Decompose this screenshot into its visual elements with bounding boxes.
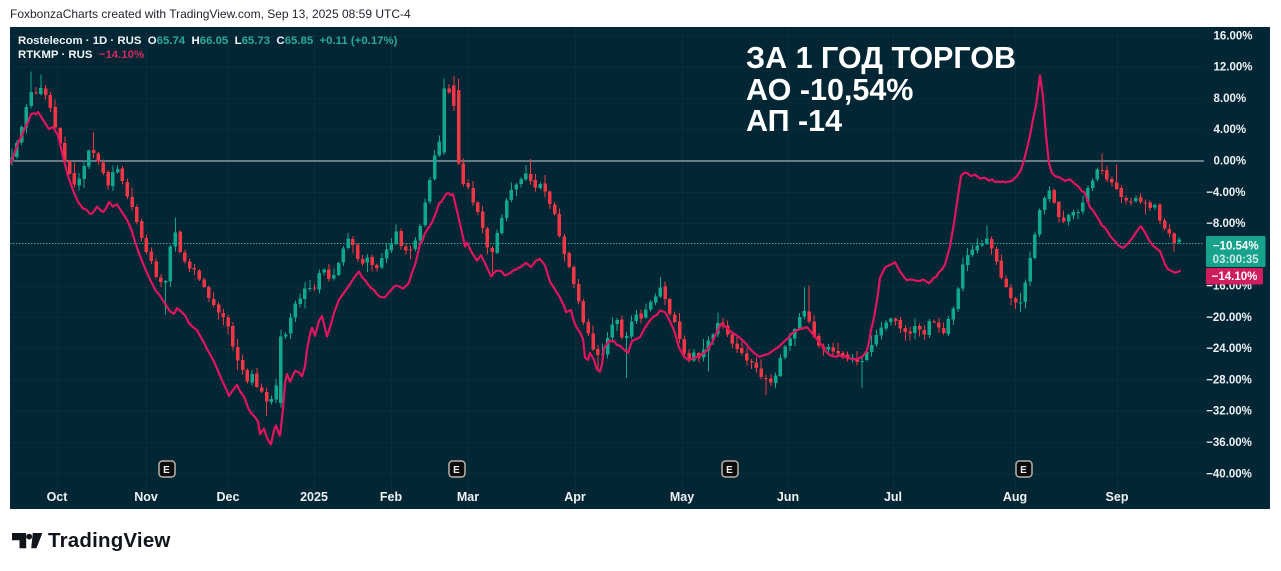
svg-text:E: E [1020,465,1027,476]
svg-text:−8.00%: −8.00% [1206,218,1245,230]
svg-text:03:00:35: 03:00:35 [1213,254,1260,266]
svg-text:−10.54%: −10.54% [1213,241,1259,253]
svg-text:−24.00%: −24.00% [1206,343,1252,355]
svg-text:4.00%: 4.00% [1214,124,1247,136]
svg-text:8.00%: 8.00% [1214,93,1247,105]
svg-text:−14.10%: −14.10% [1212,271,1258,283]
svg-text:Dec: Dec [217,490,240,504]
svg-text:Apr: Apr [564,490,586,504]
svg-text:16.00%: 16.00% [1214,30,1253,42]
svg-text:Sep: Sep [1106,490,1129,504]
svg-text:Jun: Jun [777,490,799,504]
svg-text:May: May [670,490,694,504]
svg-text:0.00%: 0.00% [1214,156,1247,168]
svg-text:Nov: Nov [134,490,158,504]
svg-text:−32.00%: −32.00% [1206,406,1252,418]
svg-text:E: E [453,465,460,476]
svg-text:E: E [163,465,170,476]
svg-text:E: E [726,465,733,476]
svg-text:−4.00%: −4.00% [1206,187,1245,199]
svg-text:Mar: Mar [457,490,479,504]
svg-text:2025: 2025 [300,490,328,504]
svg-text:−28.00%: −28.00% [1206,375,1252,387]
svg-text:−36.00%: −36.00% [1206,437,1252,449]
svg-text:Oct: Oct [47,490,69,504]
svg-text:Feb: Feb [380,490,403,504]
svg-text:−40.00%: −40.00% [1206,468,1252,480]
svg-text:12.00%: 12.00% [1214,62,1253,74]
svg-text:Jul: Jul [884,490,902,504]
svg-text:−20.00%: −20.00% [1206,312,1252,324]
svg-text:Aug: Aug [1003,490,1027,504]
